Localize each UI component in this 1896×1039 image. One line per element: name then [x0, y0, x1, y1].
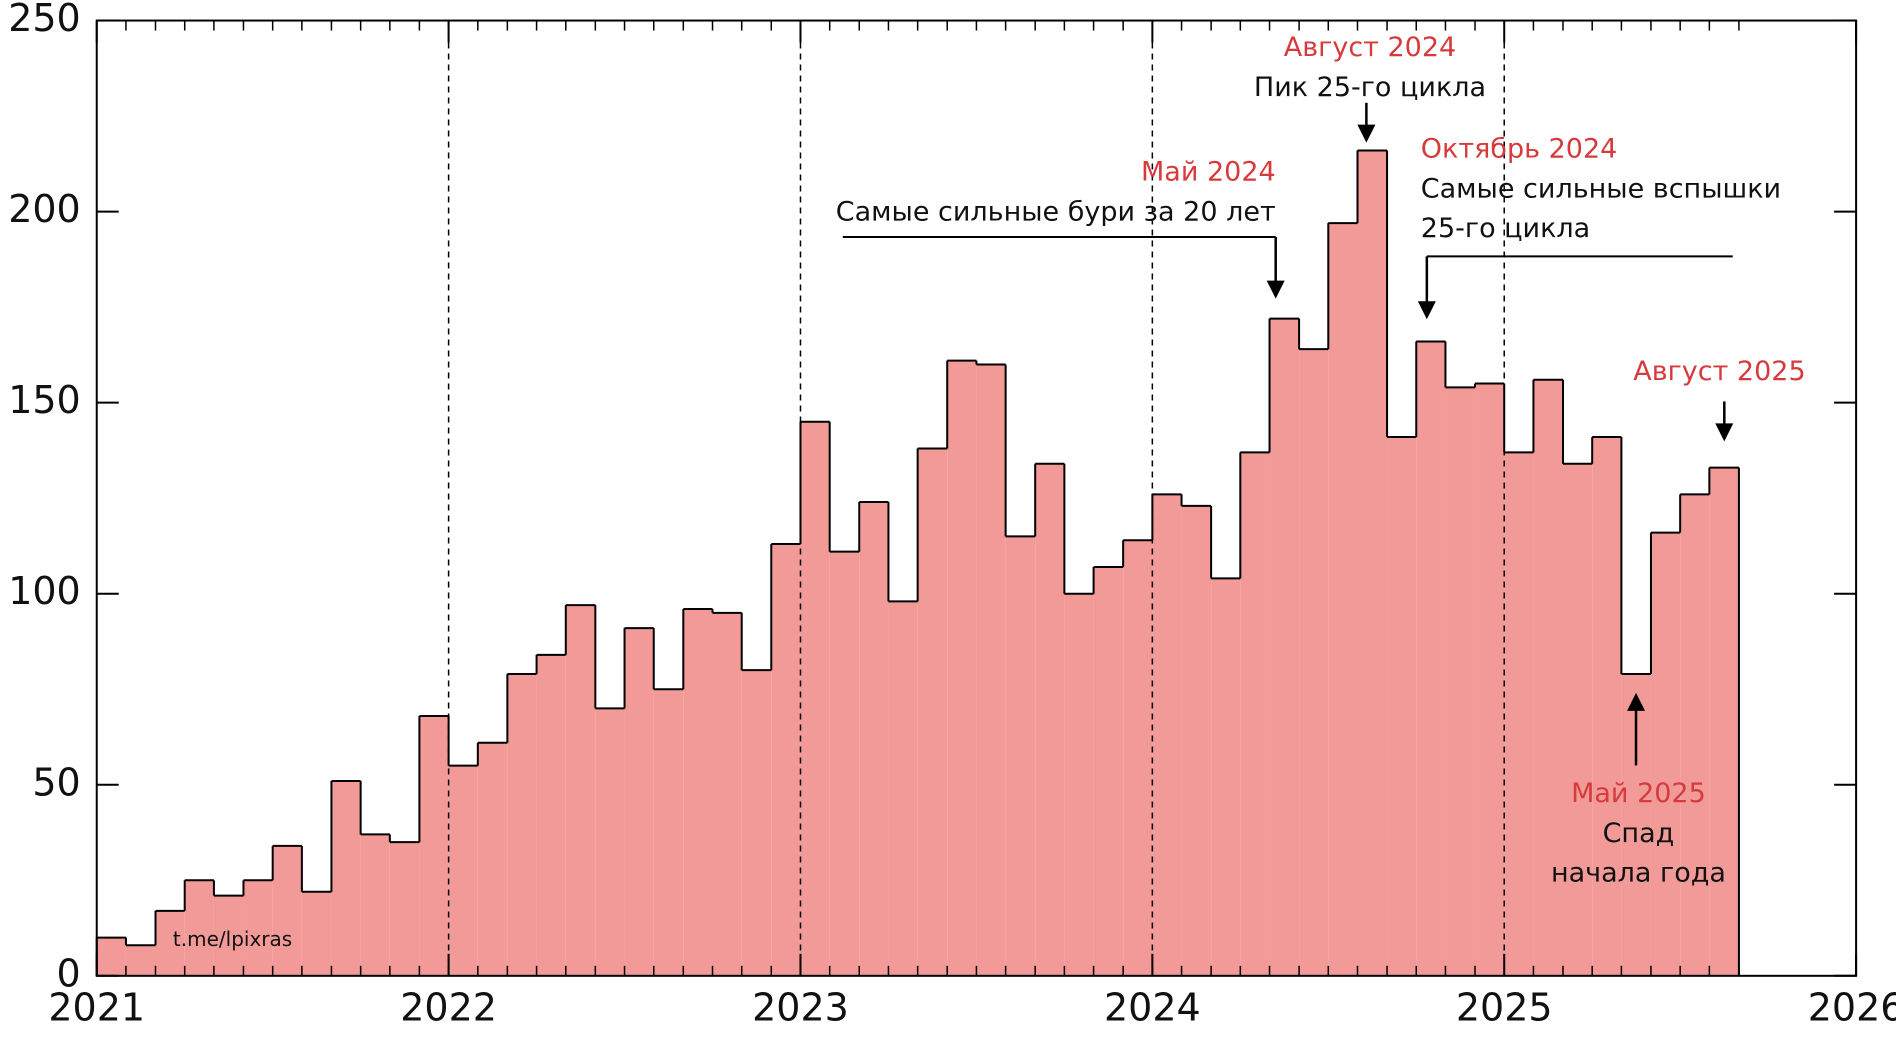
annotation-date: Май 2024 — [1141, 156, 1276, 187]
annotation-text: Спад — [1603, 818, 1675, 849]
y-tick-label: 100 — [8, 569, 81, 613]
annotation-text: Самые сильные вспышки — [1421, 173, 1781, 204]
bar — [301, 891, 332, 976]
bar — [712, 612, 742, 976]
y-tick-label: 250 — [8, 0, 81, 40]
bar — [1562, 463, 1593, 976]
bar — [272, 845, 302, 976]
bar — [683, 608, 713, 976]
bar — [653, 689, 684, 976]
x-tick-label: 2023 — [752, 986, 849, 1030]
bar — [947, 360, 977, 976]
bar — [1093, 566, 1124, 976]
bar — [1240, 452, 1270, 976]
x-tick-label: 2025 — [1456, 986, 1553, 1030]
annotation-text: 25-го цикла — [1421, 213, 1590, 244]
bar — [184, 880, 214, 976]
x-tick-label: 2022 — [400, 986, 497, 1030]
bar — [360, 834, 390, 976]
bar — [624, 628, 654, 976]
bar — [1445, 387, 1476, 976]
x-tick-label: 2024 — [1104, 986, 1201, 1030]
bar — [507, 673, 537, 976]
bar — [96, 937, 126, 976]
bar — [477, 742, 508, 976]
bar — [1650, 532, 1681, 976]
bar — [1357, 150, 1388, 976]
x-tick-label: 2026 — [1808, 986, 1896, 1030]
bar — [1299, 349, 1329, 976]
bar — [155, 910, 185, 976]
bar — [800, 421, 830, 976]
y-tick-label: 150 — [8, 378, 81, 422]
watermark: t.me/lpixras — [173, 927, 292, 951]
arrow-head — [1357, 124, 1376, 143]
y-tick-label: 0 — [57, 951, 81, 995]
x-tick-label: 2021 — [48, 986, 145, 1030]
bar — [1387, 437, 1417, 976]
arrow-head — [1266, 280, 1285, 299]
annotation-text: Самые сильные бури за 20 лет — [836, 196, 1276, 227]
bar — [1533, 379, 1563, 976]
bar — [243, 880, 273, 976]
bar — [1064, 593, 1094, 976]
bar — [859, 502, 889, 976]
bar — [888, 601, 918, 976]
annotation-text: начала года — [1551, 858, 1726, 889]
bar — [976, 364, 1006, 976]
bar — [595, 708, 625, 976]
arrow-head — [1627, 692, 1646, 711]
bar — [213, 895, 244, 976]
bar — [741, 670, 772, 976]
bar — [1328, 223, 1358, 976]
annotation-date: Август 2025 — [1633, 356, 1805, 387]
bar — [1416, 341, 1446, 976]
y-tick-label: 200 — [8, 187, 81, 231]
bar — [565, 605, 596, 976]
bar — [1123, 540, 1153, 976]
bar — [1680, 494, 1710, 976]
bar — [1211, 578, 1241, 976]
annotation-date: Май 2025 — [1571, 778, 1706, 809]
bar — [1152, 494, 1182, 976]
annotation-text: Пик 25-го цикла — [1254, 72, 1486, 103]
bar — [1269, 318, 1300, 976]
y-tick-label: 50 — [32, 760, 80, 804]
bar — [1035, 463, 1065, 976]
bar — [1475, 383, 1505, 976]
bar — [331, 780, 361, 976]
bar — [1709, 467, 1739, 976]
bar — [125, 945, 156, 976]
bar — [917, 448, 948, 976]
bar — [1181, 505, 1212, 976]
bar — [1005, 536, 1036, 976]
bar — [771, 544, 801, 976]
bar — [448, 765, 478, 976]
bar — [829, 551, 860, 976]
arrow-head — [1715, 423, 1734, 442]
annotation-date: Август 2024 — [1284, 32, 1456, 63]
bar — [389, 842, 420, 976]
bar — [1592, 437, 1622, 976]
arrow-head — [1417, 301, 1436, 320]
bar — [536, 654, 566, 976]
bar — [1504, 452, 1534, 976]
bar — [419, 715, 449, 976]
annotation-date: Октябрь 2024 — [1421, 133, 1618, 164]
